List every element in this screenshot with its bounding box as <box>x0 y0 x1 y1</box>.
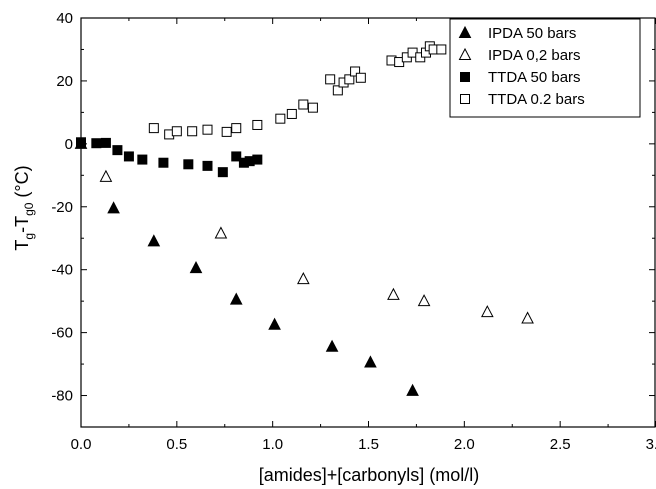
y-tick-label: -40 <box>51 262 73 279</box>
data-point-square-open <box>221 126 232 137</box>
data-point-square-filled <box>202 160 213 171</box>
data-point-square-open <box>355 72 366 83</box>
y-axis-label-main: T <box>12 240 32 251</box>
data-point-triangle-filled <box>107 201 120 214</box>
y-axis-label-unit: (°C) <box>12 165 32 202</box>
y-tick-label: 0 <box>65 136 73 153</box>
legend-label: TTDA 0.2 bars <box>488 91 585 108</box>
x-tick-label: 2.5 <box>550 436 571 453</box>
data-point-square-filled <box>231 151 242 162</box>
data-point-square-open <box>231 123 242 134</box>
data-point-square-open <box>202 124 213 135</box>
data-point-square-open <box>436 44 447 55</box>
data-point-square-open <box>171 126 182 137</box>
y-tick-label: 20 <box>56 73 73 90</box>
data-point-triangle-filled <box>406 383 419 396</box>
data-point-square-filled <box>123 151 134 162</box>
y-axis-label-sub1: g <box>22 233 36 240</box>
legend-marker <box>458 47 472 60</box>
x-tick-label: 3.0 <box>646 436 656 453</box>
x-tick-label: 0.5 <box>166 436 187 453</box>
legend-marker <box>458 25 472 38</box>
legend-label: IPDA 50 bars <box>488 25 576 42</box>
data-point-triangle-filled <box>147 234 161 247</box>
data-point-square-filled <box>112 145 123 156</box>
y-tick-label: 40 <box>56 10 73 27</box>
x-tick-label: 1.5 <box>358 436 379 453</box>
data-point-square-filled <box>137 154 148 165</box>
data-point-triangle-open <box>99 169 113 182</box>
y-axis-label: Tg-Tg0 (°C) <box>12 165 36 250</box>
x-axis: 0.0 0.5 1.0 1.5 2.0 2.5 3.0 <box>71 18 656 453</box>
legend: IPDA 50 bars IPDA 0,2 bars TTDA 50 bars TTD… <box>449 18 641 118</box>
y-axis-label-mid: -T <box>12 216 32 233</box>
x-tick-label: 0.0 <box>71 436 92 453</box>
x-axis-label: [amides]+[carbonyls] (mol/l) <box>259 465 480 485</box>
y-tick-label: -80 <box>51 388 73 405</box>
data-point-triangle-open <box>214 226 228 239</box>
data-point-square-filled <box>183 159 194 170</box>
y-tick-label: -20 <box>51 199 73 216</box>
data-point-square-filled <box>76 137 86 148</box>
data-point-square-filled <box>91 138 102 149</box>
data-point-triangle-filled <box>268 317 281 330</box>
data-point-triangle-filled <box>325 339 339 352</box>
legend-marker <box>460 72 470 82</box>
x-tick-label: 2.0 <box>454 436 475 453</box>
data-point-square-open <box>252 119 263 130</box>
legend-marker <box>460 94 470 104</box>
y-axis: 40 20 0 -20 -40 -60 -80 <box>51 10 655 428</box>
data-point-square-open <box>286 108 297 119</box>
data-point-square-filled <box>158 157 169 168</box>
data-point-triangle-open <box>297 272 310 285</box>
data-point-square-filled <box>252 154 263 165</box>
data-point-triangle-filled <box>189 261 203 274</box>
data-point-square-open <box>344 74 355 85</box>
y-tick-label: -60 <box>51 325 73 342</box>
data-point-triangle-open <box>417 294 431 307</box>
y-axis-label-sub2: g0 <box>22 202 36 216</box>
legend-label: TTDA 50 bars <box>488 69 581 86</box>
data-point-square-open <box>325 74 336 85</box>
data-point-triangle-open <box>387 287 400 300</box>
data-point-square-open <box>332 85 343 96</box>
legend-box <box>449 18 641 118</box>
data-point-square-open <box>307 102 318 113</box>
data-point-square-open <box>187 126 198 137</box>
data-points <box>74 41 534 396</box>
data-point-square-open <box>148 123 159 134</box>
x-tick-label: 1.0 <box>262 436 283 453</box>
data-point-square-open <box>298 99 309 110</box>
data-point-triangle-open <box>521 311 534 324</box>
data-point-square-open <box>350 66 361 77</box>
data-point-triangle-filled <box>229 292 243 305</box>
data-point-square-open <box>275 113 286 124</box>
data-point-triangle-filled <box>364 355 377 368</box>
data-point-square-filled <box>100 137 111 148</box>
data-point-triangle-open <box>481 305 494 318</box>
data-point-square-filled <box>217 167 228 178</box>
legend-label: IPDA 0,2 bars <box>488 47 581 64</box>
